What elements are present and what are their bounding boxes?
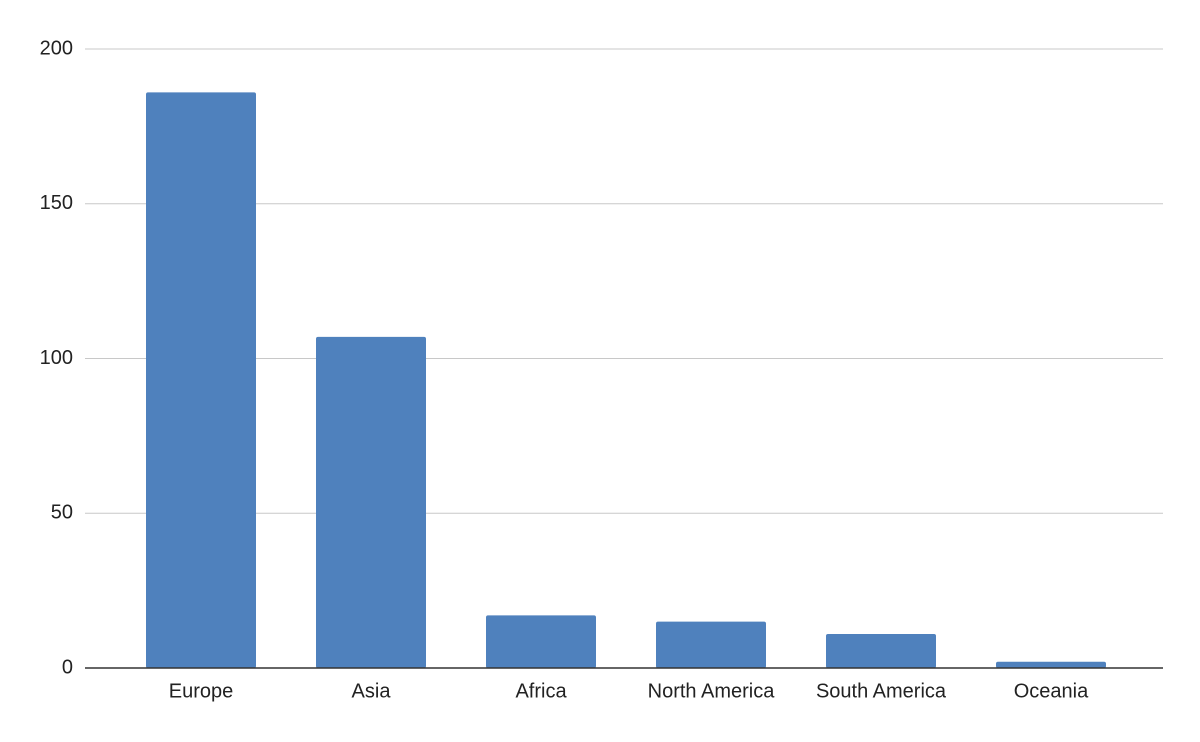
bar	[316, 336, 426, 668]
bar	[146, 92, 256, 668]
y-tick-label: 150	[40, 192, 73, 214]
y-tick-label: 50	[51, 502, 73, 524]
y-tick-label: 200	[40, 37, 73, 59]
bar	[826, 633, 936, 668]
y-tick-label: 0	[62, 656, 73, 678]
bar	[486, 615, 596, 668]
x-tick-label: South America	[816, 680, 947, 702]
x-tick-label: Africa	[515, 680, 567, 702]
bar	[996, 661, 1106, 668]
x-tick-label: North America	[648, 680, 776, 702]
x-tick-label: Asia	[352, 680, 392, 702]
x-tick-label: Europe	[169, 680, 234, 702]
y-tick-label: 100	[40, 347, 73, 369]
bar	[656, 621, 766, 668]
x-tick-label: Oceania	[1014, 680, 1089, 702]
